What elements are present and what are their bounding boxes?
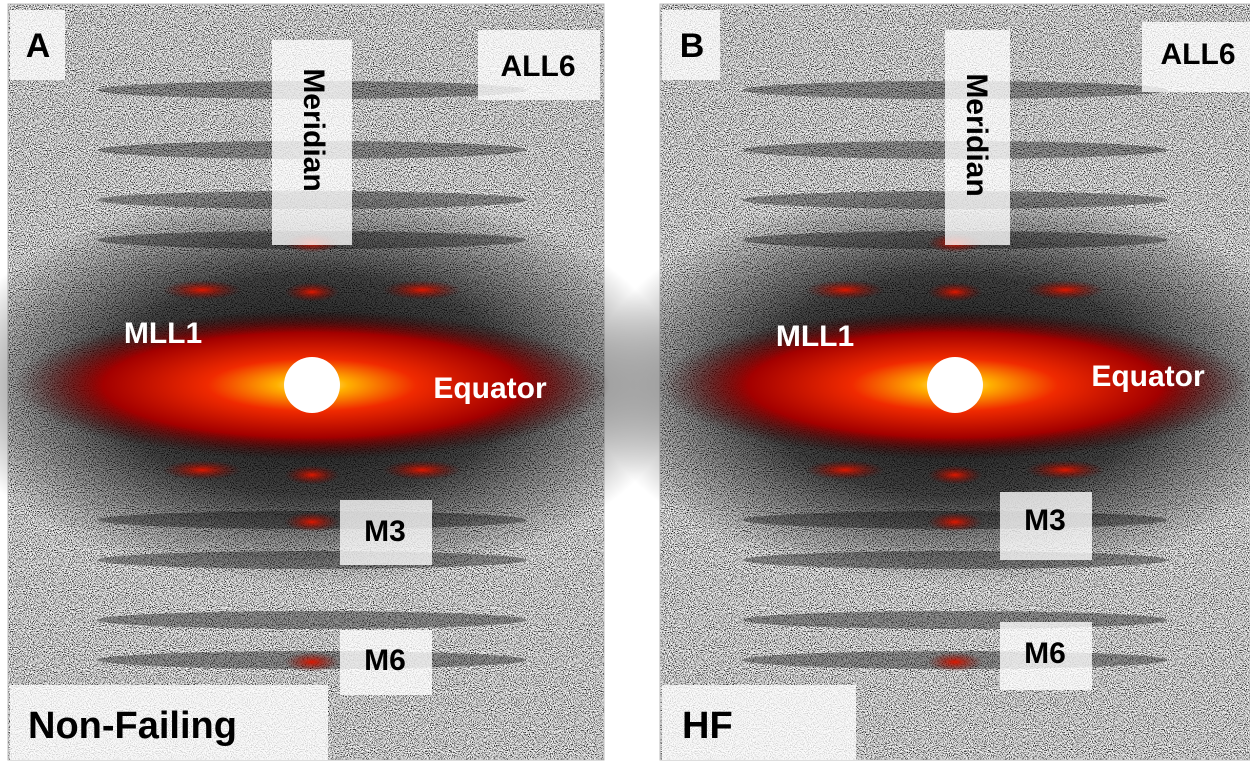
figure: ANon-FailingALL6MeridianMLL1EquatorM3M6B…: [0, 0, 1250, 764]
page: {"panels": [ {"letter": "A", "condition"…: [0, 0, 1250, 764]
all6-label: ALL6: [501, 50, 576, 83]
beamstop: [927, 357, 983, 413]
diffraction-panel: A Non-Failing ALL6 Meridian MLL1 Equator M3 M6: [0, 4, 682, 760]
reflection: [1025, 280, 1105, 300]
m6-label: M6: [364, 644, 406, 677]
reflection: [927, 652, 983, 672]
reflection: [382, 280, 462, 300]
m3-label: M3: [364, 515, 406, 548]
layer-line: [97, 611, 526, 629]
diffraction-panel: B HF ALL6 Meridian MLL1 Equator M3 M6: [589, 4, 1250, 760]
beamstop: [284, 357, 340, 413]
reflection: [805, 280, 885, 300]
mll1-label: MLL1: [124, 317, 202, 350]
reflection: [284, 652, 340, 672]
reflection: [284, 282, 340, 302]
reflection: [382, 460, 462, 480]
condition-label: HF: [682, 705, 733, 747]
equator-label: Equator: [433, 372, 547, 405]
reflection: [162, 460, 242, 480]
reflection: [927, 282, 983, 302]
reflection: [162, 280, 242, 300]
reflection: [805, 460, 885, 480]
reflection: [927, 512, 983, 532]
meridian-label: Meridian: [297, 68, 330, 191]
reflection: [284, 512, 340, 532]
panel-letter: A: [26, 27, 51, 65]
panel-letter: B: [680, 27, 705, 65]
condition-label: Non-Failing: [28, 705, 237, 747]
m3-label: M3: [1024, 504, 1066, 537]
reflection: [284, 465, 340, 485]
all6-label: ALL6: [1161, 38, 1236, 71]
m6-label: M6: [1024, 637, 1066, 670]
reflection: [1025, 460, 1105, 480]
reflection: [927, 465, 983, 485]
meridian-label: Meridian: [960, 73, 993, 196]
mll1-label: MLL1: [776, 320, 854, 353]
layer-line: [743, 611, 1168, 629]
equator-label: Equator: [1091, 360, 1205, 393]
